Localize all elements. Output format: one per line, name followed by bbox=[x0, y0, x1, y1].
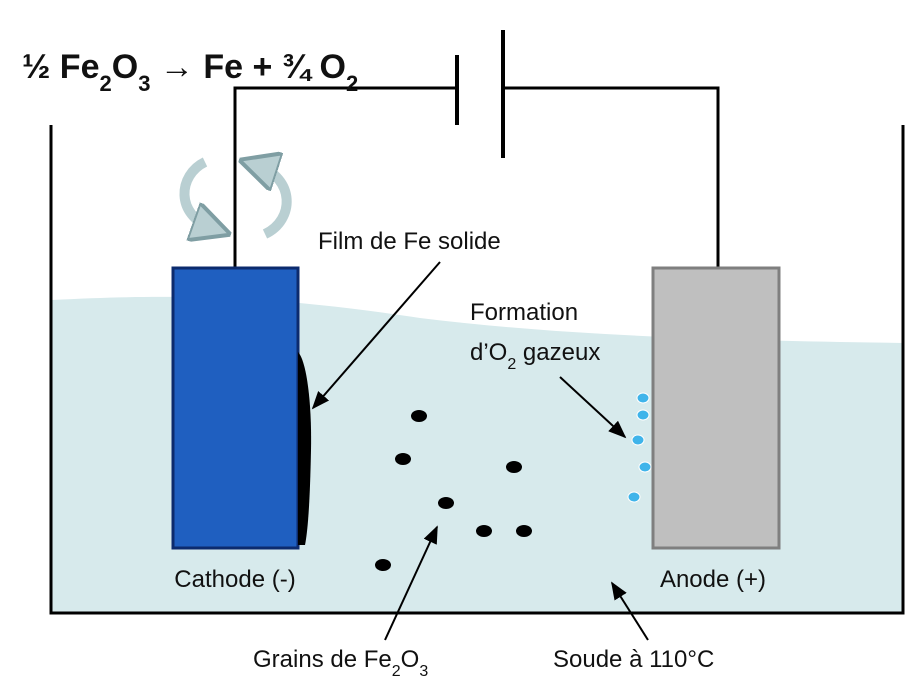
label: d’O2 gazeux bbox=[470, 339, 600, 373]
subscript: 3 bbox=[138, 71, 150, 96]
label-part: Grains de Fe bbox=[253, 646, 392, 673]
subscript: 3 bbox=[419, 663, 428, 676]
pointer-arrow bbox=[611, 581, 649, 641]
label: Grains de Fe2O3 bbox=[253, 646, 428, 676]
pointer-arrow bbox=[384, 525, 438, 641]
pointer-arrow bbox=[311, 261, 441, 410]
subscript: 2 bbox=[99, 71, 111, 96]
equation-part: O bbox=[112, 48, 138, 86]
bubbles bbox=[627, 392, 652, 503]
tank bbox=[49, 125, 905, 615]
label-part: gazeux bbox=[516, 339, 600, 366]
label: Cathode (-) bbox=[174, 566, 295, 593]
equation-part: ½ Fe bbox=[22, 48, 99, 86]
rotation-arrow bbox=[258, 166, 292, 239]
label: Film de Fe solide bbox=[318, 228, 501, 255]
pointer-arrow bbox=[559, 376, 627, 439]
subscript: 2 bbox=[346, 71, 358, 96]
equation-part: → Fe + ¾ O bbox=[150, 48, 346, 86]
label-part: d’O bbox=[470, 339, 507, 366]
label-part: O bbox=[401, 646, 420, 673]
label: Formation bbox=[470, 299, 578, 326]
grains bbox=[375, 410, 532, 571]
subscript: 2 bbox=[392, 663, 401, 676]
anode bbox=[651, 266, 781, 550]
equation: ½ Fe2O3 → Fe + ¾ O2 bbox=[22, 48, 358, 96]
cathode bbox=[171, 266, 300, 550]
subscript: 2 bbox=[507, 356, 516, 373]
fe-film bbox=[298, 352, 312, 545]
label: Soude à 110°C bbox=[553, 646, 714, 673]
label: Anode (+) bbox=[660, 566, 766, 593]
rotation-arrow bbox=[179, 157, 212, 228]
